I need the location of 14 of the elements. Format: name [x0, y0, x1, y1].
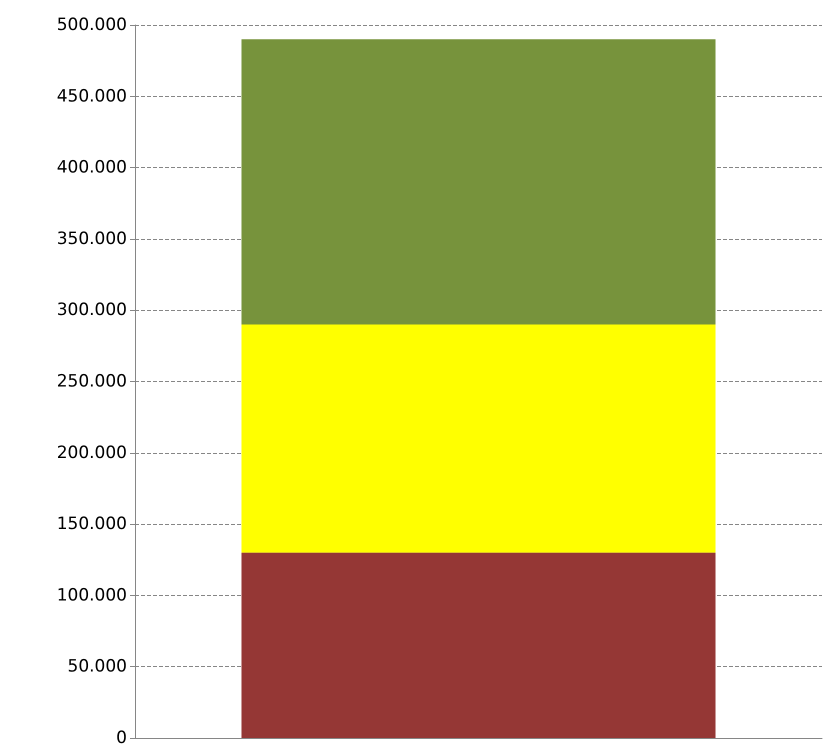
y-tick-label: 500.000: [56, 15, 127, 35]
y-tick-label: 100.000: [56, 585, 127, 606]
y-tick-label: 0: [116, 728, 127, 748]
y-tick-label: 450.000: [56, 86, 127, 106]
y-tick-label: 400.000: [56, 158, 127, 178]
bar: [241, 324, 716, 553]
y-tick-label: 200.000: [56, 442, 127, 463]
y-tick-label: 250.000: [56, 372, 127, 392]
y-tick-label: 150.000: [56, 514, 127, 534]
y-tick-label: 300.000: [56, 300, 127, 320]
y-tick-label: 50.000: [68, 656, 127, 677]
y-tick-label: 350.000: [56, 228, 127, 249]
bar: [241, 39, 716, 324]
bar: [241, 552, 716, 738]
